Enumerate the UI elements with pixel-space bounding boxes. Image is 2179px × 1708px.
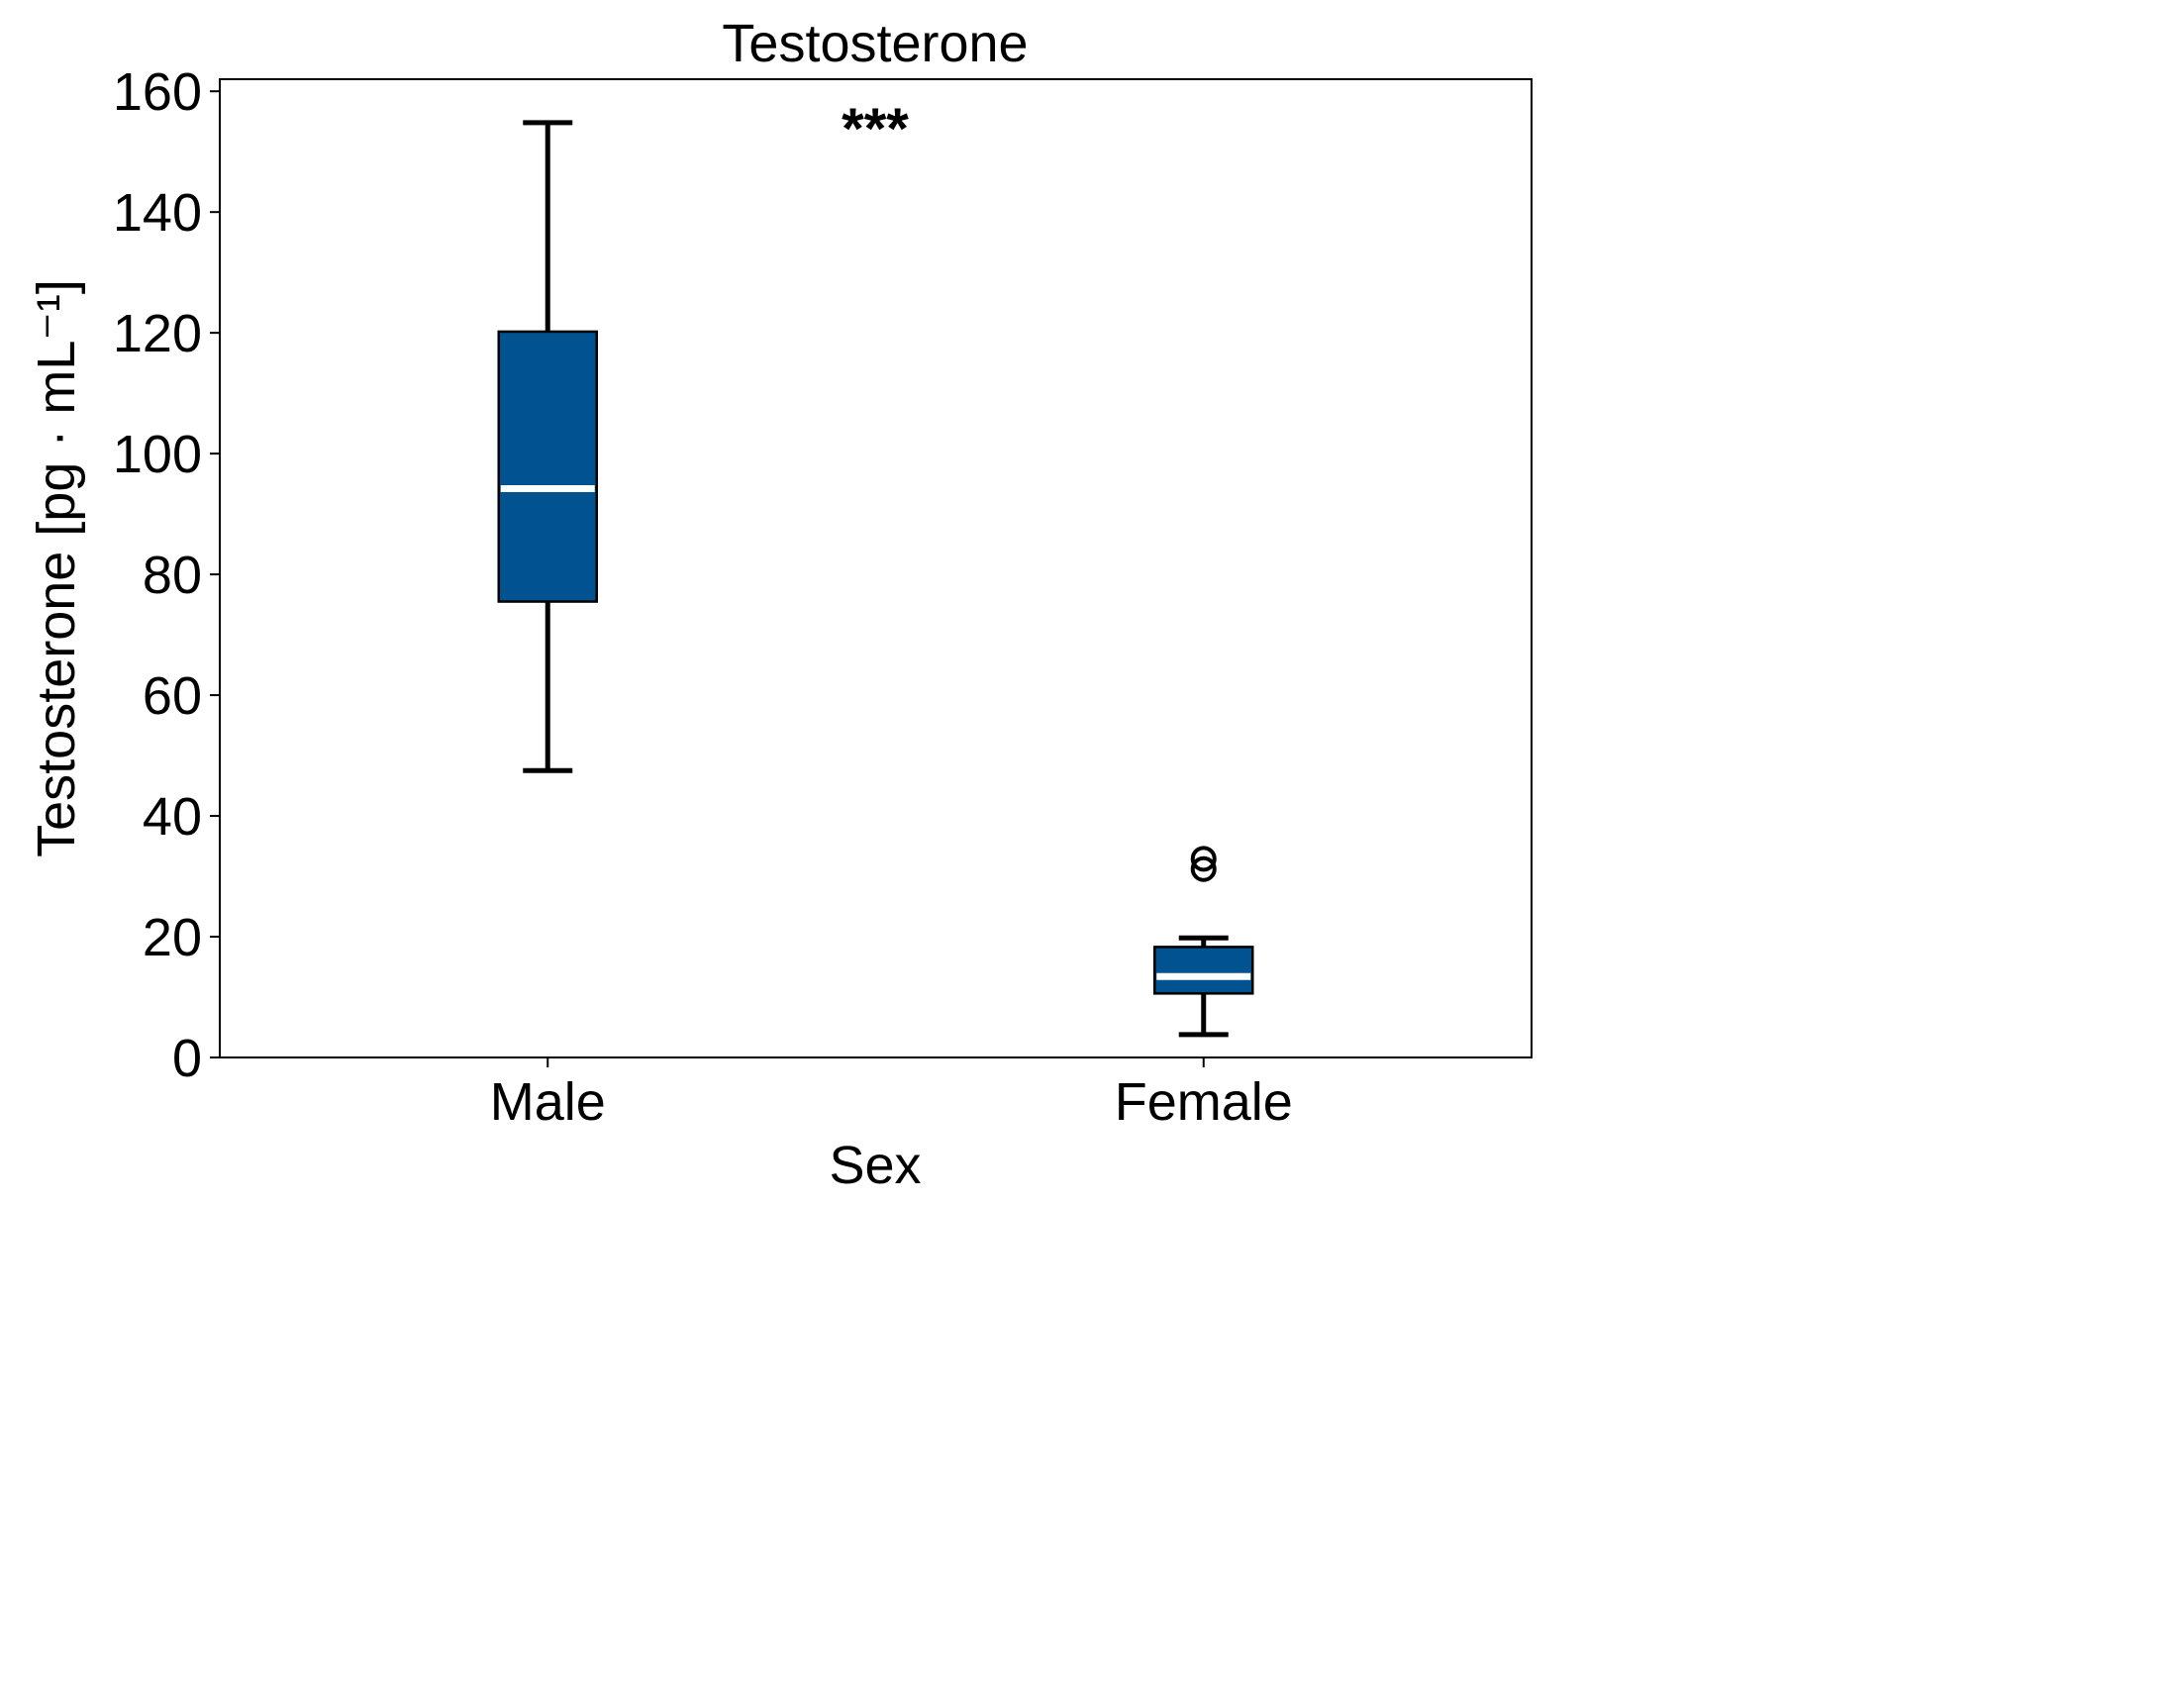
y-tick-label: 160 — [113, 62, 202, 122]
y-tick-label: 40 — [143, 787, 202, 847]
y-tick-label: 100 — [113, 425, 202, 484]
y-tick-label: 140 — [113, 183, 202, 243]
y-tick-label: 0 — [172, 1029, 202, 1088]
x-tick-label-male: Male — [490, 1072, 606, 1132]
x-axis-label: Sex — [829, 1136, 921, 1195]
y-tick-label: 80 — [143, 546, 202, 605]
y-tick-label: 60 — [143, 666, 202, 726]
female-outlier — [1190, 846, 1217, 872]
female-box — [1153, 946, 1254, 995]
box-plot-chart: Testosterone *** 0 20 40 60 80 100 120 140 160 Ma… — [27, 14, 1533, 1195]
male-box — [497, 330, 598, 603]
y-axis-label: Testosterone [pg · mL⁻¹] — [27, 279, 86, 857]
x-tick-label-female: Female — [1115, 1072, 1293, 1132]
female-outlier — [1190, 855, 1217, 882]
significance-annotation: *** — [842, 97, 909, 161]
y-tick-label: 120 — [113, 304, 202, 363]
chart-title: Testosterone — [722, 14, 1028, 73]
y-tick-label: 20 — [143, 908, 202, 967]
plot-frame — [219, 78, 1533, 1058]
